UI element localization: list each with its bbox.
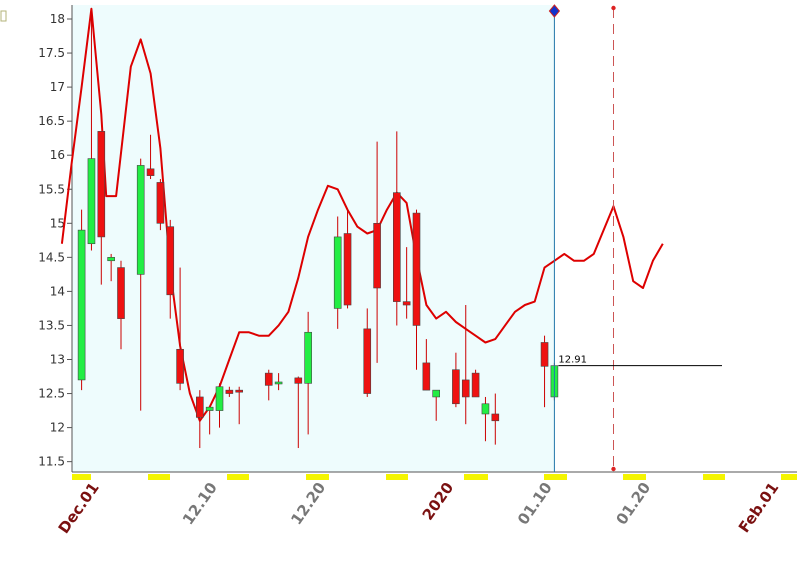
candle-up	[87, 158, 96, 245]
x-tick-label: Feb.01	[735, 479, 783, 536]
current-day-marker-icon[interactable]	[548, 4, 561, 18]
y-tick-label: 18	[50, 12, 65, 26]
y-tick-label: 14.5	[38, 250, 65, 264]
x-day-marker	[544, 474, 567, 480]
candle-down	[461, 379, 470, 398]
candle-up	[107, 257, 115, 262]
y-tick-label: 15	[50, 216, 65, 230]
y-tick-label: 16.5	[38, 114, 65, 128]
y-tick-label: 13.5	[38, 318, 65, 332]
y-tick-label: 14	[50, 284, 65, 298]
x-day-marker	[386, 474, 408, 480]
candle-down	[117, 267, 125, 319]
candle-down	[294, 377, 303, 384]
candle-down	[343, 233, 352, 306]
candle-up	[481, 403, 490, 415]
candle-down	[363, 328, 372, 394]
candles-layer	[77, 12, 559, 449]
y-tick-label: 13	[50, 353, 65, 367]
x-day-marker	[306, 474, 329, 480]
candle-up	[274, 381, 283, 385]
x-tick-label: 01.10	[514, 479, 556, 528]
candle-up	[333, 236, 342, 309]
corner-indicator-icon	[0, 10, 7, 22]
candle-down	[196, 396, 204, 418]
x-tick-label: 01.20	[612, 479, 654, 528]
x-day-marker	[781, 474, 797, 480]
candle-down	[146, 168, 155, 176]
x-day-marker	[148, 474, 170, 480]
candle-up	[77, 229, 86, 381]
candle-down	[235, 389, 243, 393]
x-day-marker	[464, 474, 488, 480]
candle-down	[491, 413, 500, 422]
x-tick-label: 12.20	[287, 479, 329, 528]
candle-up	[205, 406, 214, 411]
moving-average-line	[60, 7, 664, 422]
candle-up	[304, 331, 312, 384]
candle-up	[136, 165, 145, 275]
y-tick-label: 17	[50, 80, 65, 94]
candle-down	[540, 342, 549, 367]
x-tick-label: Dec.01	[55, 479, 103, 537]
candle-down	[264, 372, 273, 386]
forecast-bottom-marker	[611, 466, 616, 472]
candle-down	[97, 131, 106, 238]
x-day-marker	[703, 474, 725, 480]
x-day-marker	[227, 474, 249, 480]
candle-down	[402, 301, 411, 306]
candle-down	[176, 348, 184, 384]
candle-down	[471, 372, 480, 398]
last-price-label: 12.91	[558, 355, 587, 366]
candle-down	[166, 226, 175, 296]
moving-average-layer	[60, 7, 664, 422]
y-tick-label: 16	[50, 148, 65, 162]
candle-down	[392, 192, 401, 302]
candle-up	[215, 386, 224, 411]
x-day-marker	[623, 474, 646, 480]
candle-down	[452, 369, 460, 405]
y-tick-label: 17.5	[38, 46, 65, 60]
y-tick-label: 15.5	[38, 182, 65, 196]
y-tick-label: 11.5	[38, 455, 65, 469]
candle-down	[373, 223, 381, 289]
x-tick-label: 12.10	[179, 479, 221, 528]
candle-down	[412, 212, 421, 326]
forecast-top-marker	[611, 5, 616, 11]
x-day-marker	[72, 474, 91, 480]
x-tick-label: 2020	[419, 479, 458, 524]
candle-down	[225, 389, 234, 394]
candle-down	[156, 182, 165, 224]
candle-up	[432, 389, 441, 398]
y-tick-label: 12.5	[38, 387, 65, 401]
y-tick-label: 12	[50, 421, 65, 435]
candle-down	[422, 362, 431, 391]
labels-layer: 12.91	[0, 4, 722, 472]
